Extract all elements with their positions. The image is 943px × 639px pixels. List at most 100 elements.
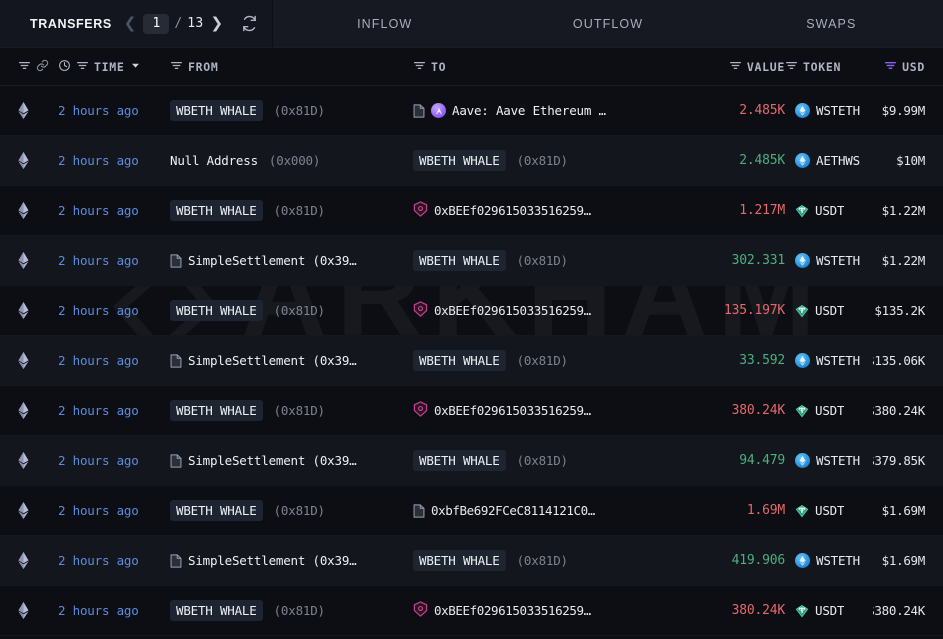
from-entity-name[interactable]: WBETH WHALE: [170, 400, 263, 421]
column-header-value[interactable]: VALUE: [675, 59, 785, 75]
table-row[interactable]: 2 hours ago Null Address (0x000) WBETH WHAL…: [0, 136, 943, 186]
table-row[interactable]: 2 hours ago WBETH WHALE (0x81D) 0xBEEf02961…: [0, 186, 943, 236]
chevron-down-icon[interactable]: [130, 60, 141, 74]
token-cell[interactable]: WSTETH: [785, 253, 873, 268]
filter-icon[interactable]: [18, 59, 31, 75]
page-number-input[interactable]: 1: [143, 13, 170, 34]
to-entity-name[interactable]: WBETH WHALE: [413, 150, 506, 171]
token-cell[interactable]: WSTETH: [785, 453, 873, 468]
from-address-suffix: (0x81D): [273, 103, 325, 118]
time-cell[interactable]: 2 hours ago: [58, 453, 139, 468]
table-row[interactable]: 2 hours ago SimpleSettlement (0x39… WBETH …: [0, 236, 943, 286]
table-row[interactable]: 2 hours ago WBETH WHALE (0x81D) 0xBEEf02961…: [0, 386, 943, 436]
token-cell[interactable]: AETHWS: [785, 153, 873, 168]
from-address-suffix: (0x81D): [273, 203, 325, 218]
column-header-row: TIME FROM TO: [0, 48, 943, 86]
from-cell: WBETH WHALE (0x81D): [170, 500, 413, 521]
column-header-from[interactable]: FROM: [170, 59, 413, 75]
from-entity-name[interactable]: SimpleSettlement (0x39…: [188, 253, 357, 268]
table-row[interactable]: 2 hours ago WBETH WHALE (0x81D) 0xbfBe692FC…: [0, 486, 943, 536]
filter-icon[interactable]: [76, 59, 89, 75]
time-cell[interactable]: 2 hours ago: [58, 153, 139, 168]
to-entity-name[interactable]: 0xBEEf029615033516259…: [434, 403, 591, 418]
to-entity-name[interactable]: 0xBEEf029615033516259…: [434, 603, 591, 618]
table-row[interactable]: 2 hours ago SimpleSettlement (0x39… WBETH …: [0, 336, 943, 386]
filter-icon[interactable]: [729, 59, 742, 75]
from-address-suffix: (0x81D): [273, 503, 325, 518]
to-entity-name[interactable]: Aave: Aave Ethereum …: [452, 103, 606, 118]
ethereum-icon: [18, 452, 29, 469]
filter-icon[interactable]: [170, 59, 183, 75]
from-entity-name[interactable]: Null Address: [170, 153, 258, 168]
usd-cell: $10M: [896, 153, 925, 168]
ethereum-icon: [18, 352, 29, 369]
token-cell[interactable]: WSTETH: [785, 353, 873, 368]
from-entity-name[interactable]: WBETH WHALE: [170, 100, 263, 121]
token-cell[interactable]: USDT: [785, 203, 873, 218]
tab-outflow[interactable]: OUTFLOW: [572, 16, 644, 31]
time-cell[interactable]: 2 hours ago: [58, 603, 139, 618]
to-entity-name[interactable]: WBETH WHALE: [413, 450, 506, 471]
prev-page-icon[interactable]: ❮: [123, 14, 137, 32]
next-page-icon[interactable]: ❯: [210, 14, 224, 32]
top-bar: TRANSFERS ❮ 1 / 13 ❯ INFLOW OUTFLOW SWAP…: [0, 0, 943, 48]
time-cell[interactable]: 2 hours ago: [58, 553, 139, 568]
token-cell[interactable]: USDT: [785, 603, 873, 618]
from-entity-name[interactable]: SimpleSettlement (0x39…: [188, 553, 357, 568]
filter-icon[interactable]: [413, 59, 426, 75]
token-cell[interactable]: WSTETH: [785, 553, 873, 568]
clock-icon[interactable]: [58, 59, 71, 75]
time-cell[interactable]: 2 hours ago: [58, 203, 139, 218]
table-row[interactable]: 2 hours ago SimpleSettlement (0x39… WBETH …: [0, 536, 943, 586]
token-cell[interactable]: USDT: [785, 403, 873, 418]
to-entity-name[interactable]: 0xBEEf029615033516259…: [434, 203, 591, 218]
tab-swaps[interactable]: SWAPS: [806, 16, 857, 31]
column-header-chain[interactable]: [0, 59, 58, 75]
time-cell[interactable]: 2 hours ago: [58, 253, 139, 268]
to-cell: WBETH WHALE (0x81D): [413, 350, 675, 371]
to-entity-name[interactable]: WBETH WHALE: [413, 250, 506, 271]
time-cell[interactable]: 2 hours ago: [58, 403, 139, 418]
column-header-to[interactable]: TO: [413, 59, 675, 75]
filter-icon-active[interactable]: [884, 59, 897, 75]
from-entity-name[interactable]: WBETH WHALE: [170, 300, 263, 321]
from-entity-name[interactable]: SimpleSettlement (0x39…: [188, 453, 357, 468]
column-header-usd[interactable]: USD: [873, 59, 943, 75]
token-cell[interactable]: WSTETH: [785, 103, 873, 118]
time-cell[interactable]: 2 hours ago: [58, 503, 139, 518]
tab-inflow[interactable]: INFLOW: [357, 16, 413, 31]
column-header-time[interactable]: TIME: [58, 59, 170, 75]
document-icon: [413, 103, 425, 118]
table-row[interactable]: 2 hours ago WBETH WHALE (0x81D) 0xBEEf02961…: [0, 586, 943, 636]
value-cell: 1.69M: [746, 503, 785, 518]
tab-transfers[interactable]: TRANSFERS: [30, 16, 112, 31]
time-cell[interactable]: 2 hours ago: [58, 353, 139, 368]
table-row[interactable]: 2 hours ago WBETH WHALE (0x81D) 0xBEEf02961…: [0, 286, 943, 336]
column-header-token[interactable]: TOKEN: [785, 59, 873, 75]
to-entity-name[interactable]: 0xBEEf029615033516259…: [434, 303, 591, 318]
document-icon: [170, 553, 182, 568]
from-entity-name[interactable]: SimpleSettlement (0x39…: [188, 353, 357, 368]
link-icon[interactable]: [36, 59, 49, 75]
to-entity-name[interactable]: WBETH WHALE: [413, 350, 506, 371]
from-address-suffix: (0x81D): [273, 303, 325, 318]
time-cell[interactable]: 2 hours ago: [58, 303, 139, 318]
to-entity-name[interactable]: 0xbfBe692FCeC8114121C0…: [431, 503, 595, 518]
from-cell: SimpleSettlement (0x39…: [170, 353, 413, 368]
from-entity-name[interactable]: WBETH WHALE: [170, 200, 263, 221]
value-cell: 2.485K: [739, 153, 785, 168]
refresh-icon[interactable]: [241, 15, 258, 32]
time-cell[interactable]: 2 hours ago: [58, 103, 139, 118]
token-cell[interactable]: USDT: [785, 303, 873, 318]
token-cell[interactable]: USDT: [785, 503, 873, 518]
usd-cell: $135.06K: [873, 353, 925, 368]
chain-cell: [0, 352, 58, 369]
document-icon: [170, 353, 182, 368]
filter-icon[interactable]: [785, 59, 798, 75]
document-icon: [170, 453, 182, 468]
from-entity-name[interactable]: WBETH WHALE: [170, 600, 263, 621]
table-row[interactable]: 2 hours ago WBETH WHALE (0x81D) Aave: Aave …: [0, 86, 943, 136]
to-entity-name[interactable]: WBETH WHALE: [413, 550, 506, 571]
from-entity-name[interactable]: WBETH WHALE: [170, 500, 263, 521]
table-row[interactable]: 2 hours ago SimpleSettlement (0x39… WBETH …: [0, 436, 943, 486]
